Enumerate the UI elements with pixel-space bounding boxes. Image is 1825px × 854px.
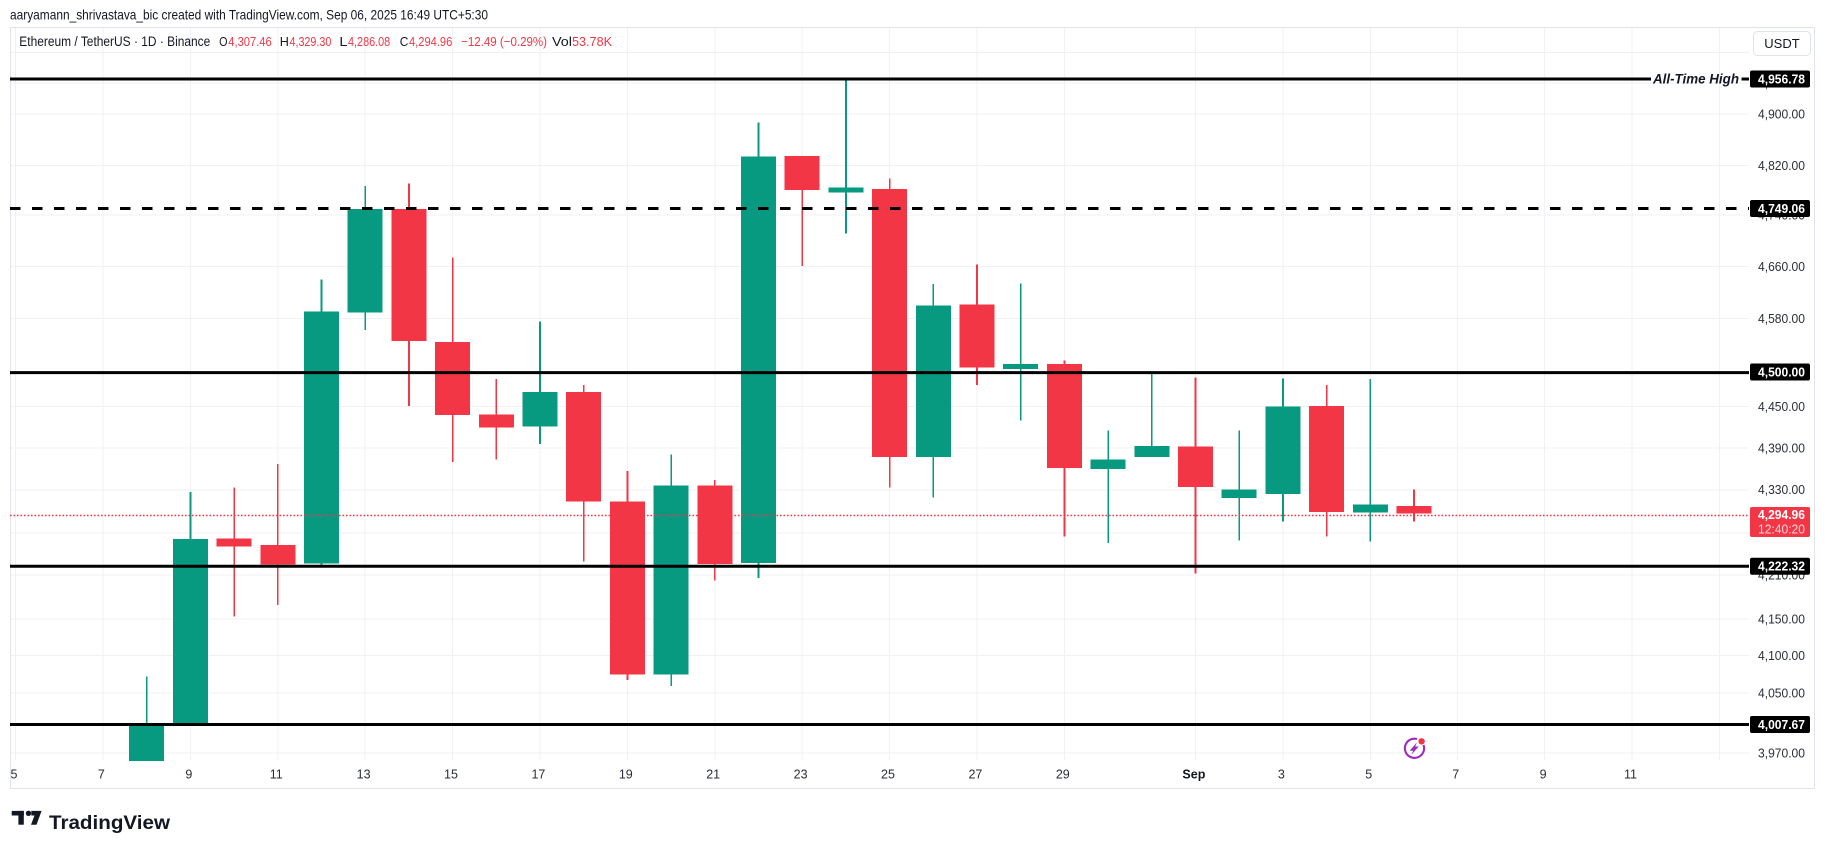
svg-text:C: C bbox=[400, 34, 409, 49]
svg-text:3,970.00: 3,970.00 bbox=[1758, 746, 1805, 760]
svg-text:Vol: Vol bbox=[552, 34, 572, 49]
svg-text:4,749.06: 4,749.06 bbox=[1758, 202, 1805, 216]
svg-text:4,660.00: 4,660.00 bbox=[1758, 260, 1805, 274]
svg-text:4,286.08: 4,286.08 bbox=[348, 34, 390, 49]
svg-text:15: 15 bbox=[444, 767, 458, 781]
svg-text:Ethereum / TetherUS · 1D · Bin: Ethereum / TetherUS · 1D · Binance bbox=[19, 34, 210, 49]
svg-text:USDT: USDT bbox=[1764, 36, 1799, 51]
svg-text:27: 27 bbox=[968, 767, 982, 781]
svg-text:21: 21 bbox=[706, 767, 720, 781]
svg-text:4,450.00: 4,450.00 bbox=[1758, 400, 1805, 414]
svg-text:4,294.96: 4,294.96 bbox=[409, 34, 452, 49]
svg-text:7: 7 bbox=[1452, 767, 1459, 781]
svg-text:7: 7 bbox=[98, 767, 105, 781]
svg-text:17: 17 bbox=[531, 767, 545, 781]
svg-text:aaryamann_shrivastava_bic crea: aaryamann_shrivastava_bic created with T… bbox=[10, 7, 488, 23]
svg-text:−12.49 (−0.29%): −12.49 (−0.29%) bbox=[461, 34, 547, 49]
svg-text:H: H bbox=[280, 34, 289, 49]
svg-text:25: 25 bbox=[881, 767, 895, 781]
svg-text:5: 5 bbox=[1365, 767, 1372, 781]
svg-text:Sep: Sep bbox=[1182, 767, 1205, 781]
svg-text:5: 5 bbox=[11, 767, 18, 781]
svg-text:4,222.32: 4,222.32 bbox=[1758, 560, 1805, 574]
svg-text:4,580.00: 4,580.00 bbox=[1758, 312, 1805, 326]
svg-text:4,956.78: 4,956.78 bbox=[1758, 72, 1805, 86]
svg-text:4,330.00: 4,330.00 bbox=[1758, 483, 1805, 497]
svg-text:4,150.00: 4,150.00 bbox=[1758, 612, 1805, 626]
svg-text:9: 9 bbox=[185, 767, 192, 781]
svg-text:13: 13 bbox=[357, 767, 371, 781]
svg-text:L: L bbox=[339, 34, 347, 49]
svg-text:53.78K: 53.78K bbox=[572, 34, 612, 49]
svg-text:4,100.00: 4,100.00 bbox=[1758, 649, 1805, 663]
svg-text:4,390.00: 4,390.00 bbox=[1758, 441, 1805, 455]
svg-text:TradingView: TradingView bbox=[49, 812, 171, 834]
svg-text:4,050.00: 4,050.00 bbox=[1758, 686, 1805, 700]
svg-text:11: 11 bbox=[270, 767, 283, 781]
svg-text:11: 11 bbox=[1624, 767, 1637, 781]
svg-text:4,500.00: 4,500.00 bbox=[1758, 365, 1805, 379]
svg-text:4,294.96: 4,294.96 bbox=[1758, 508, 1805, 522]
svg-text:O: O bbox=[219, 34, 227, 49]
svg-text:All-Time High: All-Time High bbox=[1652, 71, 1739, 87]
svg-text:29: 29 bbox=[1056, 767, 1070, 781]
svg-text:4,307.46: 4,307.46 bbox=[228, 34, 271, 49]
svg-text:4,329.30: 4,329.30 bbox=[290, 34, 332, 49]
svg-text:9: 9 bbox=[1540, 767, 1547, 781]
svg-text:19: 19 bbox=[619, 767, 633, 781]
svg-text:4,900.00: 4,900.00 bbox=[1758, 107, 1805, 121]
svg-text:4,820.00: 4,820.00 bbox=[1758, 159, 1805, 173]
svg-text:23: 23 bbox=[794, 767, 808, 781]
svg-text:3: 3 bbox=[1278, 767, 1285, 781]
svg-text:4,007.67: 4,007.67 bbox=[1758, 718, 1805, 732]
svg-text:12:40:20: 12:40:20 bbox=[1758, 523, 1805, 537]
